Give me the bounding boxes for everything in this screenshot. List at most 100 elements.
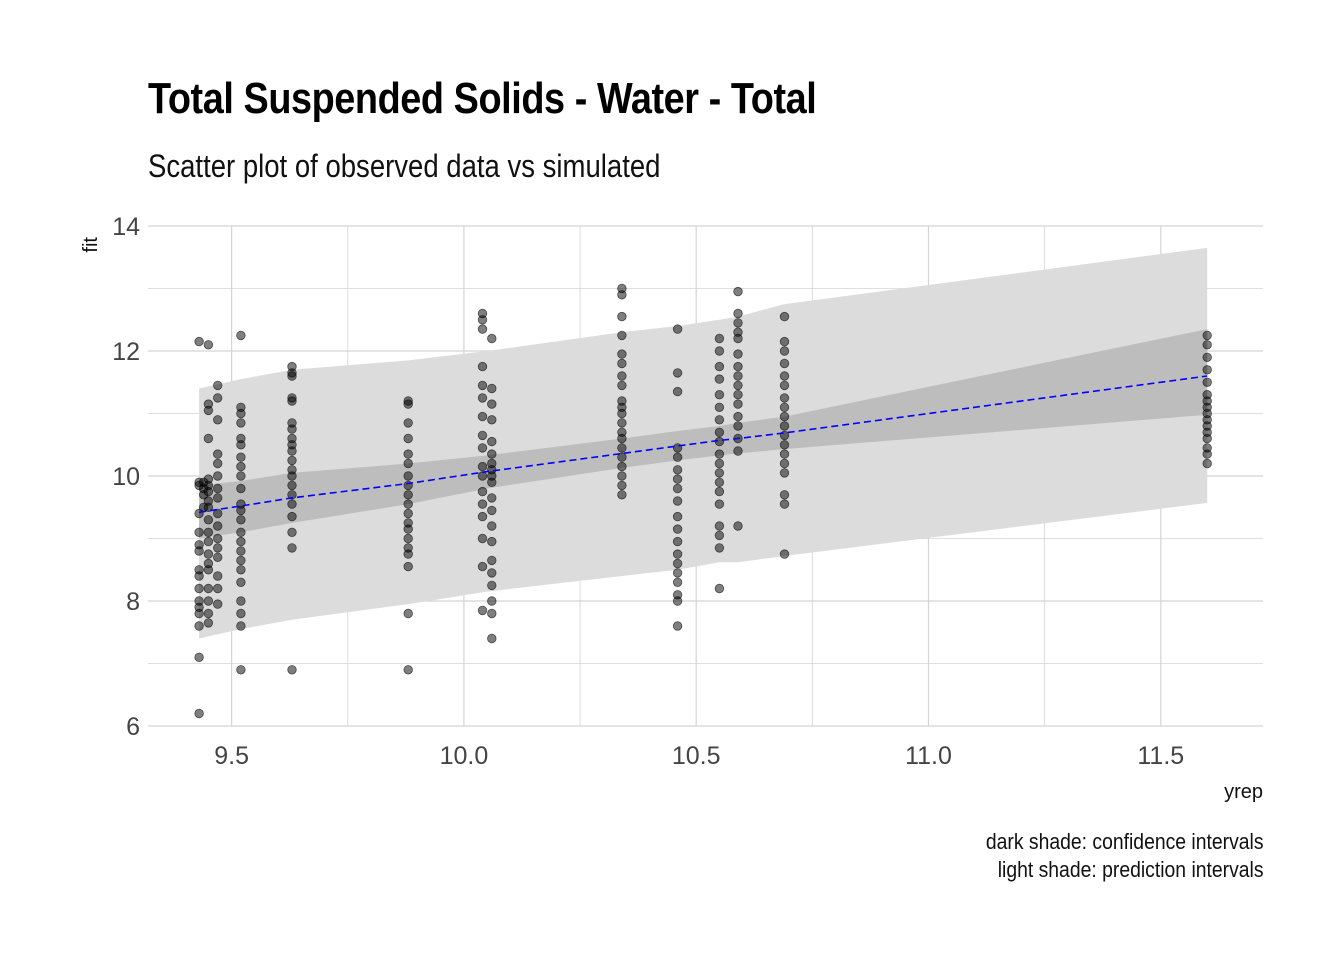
data-point <box>733 318 743 328</box>
data-point <box>672 474 683 484</box>
data-point <box>403 549 413 559</box>
data-point <box>287 511 297 522</box>
data-point <box>403 490 413 500</box>
chart-subtitle: Scatter plot of observed data vs simulat… <box>148 148 661 184</box>
data-point <box>212 508 223 519</box>
data-point <box>487 608 497 619</box>
data-point <box>1202 352 1212 363</box>
data-point <box>779 421 790 431</box>
data-point <box>487 568 497 578</box>
data-point <box>487 436 497 447</box>
data-point <box>212 415 223 425</box>
data-point <box>487 536 497 547</box>
data-point <box>779 393 790 403</box>
axis-ticks: 9.5 10.0 10.5 11.0 11.5 6 8 10 12 14 <box>112 213 1184 770</box>
data-point <box>203 608 214 619</box>
confidence-interval-area <box>199 329 1208 539</box>
data-point <box>403 533 413 544</box>
data-point <box>477 393 488 403</box>
data-point <box>779 449 790 459</box>
data-point <box>212 380 223 391</box>
data-point <box>733 390 743 400</box>
x-tick-label: 9.5 <box>214 742 249 770</box>
y-axis-title: fit <box>80 237 102 253</box>
data-point <box>672 549 683 559</box>
data-point <box>779 371 790 381</box>
data-point <box>487 383 497 394</box>
data-point <box>287 490 297 500</box>
data-point <box>714 458 725 469</box>
data-point <box>403 665 413 675</box>
data-point <box>236 515 246 525</box>
y-tick-label: 10 <box>112 463 140 491</box>
data-point <box>236 471 246 481</box>
y-tick-label: 8 <box>126 588 140 616</box>
data-point <box>477 324 488 334</box>
data-point <box>672 621 683 631</box>
data-point <box>1202 458 1212 469</box>
data-point <box>487 505 497 516</box>
data-point <box>403 608 413 619</box>
data-point <box>672 496 683 506</box>
caption-line-prediction: light shade: prediction intervals <box>998 857 1264 882</box>
data-point <box>487 521 497 531</box>
data-point <box>617 471 627 481</box>
data-points <box>194 283 1212 719</box>
data-point <box>487 555 497 566</box>
data-point <box>733 380 743 391</box>
data-point <box>212 458 223 469</box>
data-point <box>236 452 246 462</box>
data-point <box>617 490 627 500</box>
data-point <box>477 499 488 509</box>
data-point <box>477 461 488 472</box>
data-point <box>287 480 297 491</box>
data-point <box>212 449 223 459</box>
data-point <box>194 583 204 594</box>
data-point <box>714 427 725 438</box>
data-point <box>617 461 627 472</box>
data-point <box>779 411 790 422</box>
data-point <box>733 521 743 531</box>
y-tick-label: 14 <box>112 213 140 241</box>
caption-line-confidence: dark shade: confidence intervals <box>986 829 1264 854</box>
data-point <box>714 402 725 413</box>
data-point <box>477 511 488 522</box>
data-point <box>236 565 246 575</box>
data-point <box>1202 449 1212 459</box>
data-point <box>194 621 204 631</box>
data-point <box>714 390 725 400</box>
data-point <box>672 577 683 588</box>
data-point <box>714 415 725 425</box>
data-point <box>212 393 223 403</box>
data-point <box>212 543 223 553</box>
x-tick-label: 11.0 <box>905 742 952 770</box>
data-point <box>617 290 627 300</box>
data-point <box>714 477 725 488</box>
data-point <box>1202 433 1212 444</box>
data-point <box>287 527 297 538</box>
data-point <box>212 493 223 503</box>
data-point <box>672 524 683 534</box>
data-point <box>403 458 413 469</box>
data-point <box>672 483 683 494</box>
data-point <box>672 452 683 462</box>
data-point <box>672 465 683 475</box>
data-point <box>617 443 627 453</box>
data-point <box>779 458 790 469</box>
data-point <box>733 399 743 409</box>
data-point <box>733 286 743 297</box>
data-point <box>1202 340 1212 350</box>
data-point <box>403 499 413 509</box>
data-point <box>236 408 246 419</box>
data-point <box>487 415 497 425</box>
data-point <box>203 433 214 444</box>
data-point <box>487 449 497 459</box>
data-point <box>733 308 743 319</box>
data-point <box>779 549 790 559</box>
data-point <box>236 555 246 566</box>
data-point <box>236 665 246 675</box>
data-point <box>403 561 413 572</box>
data-point <box>714 499 725 509</box>
data-point <box>236 621 246 631</box>
